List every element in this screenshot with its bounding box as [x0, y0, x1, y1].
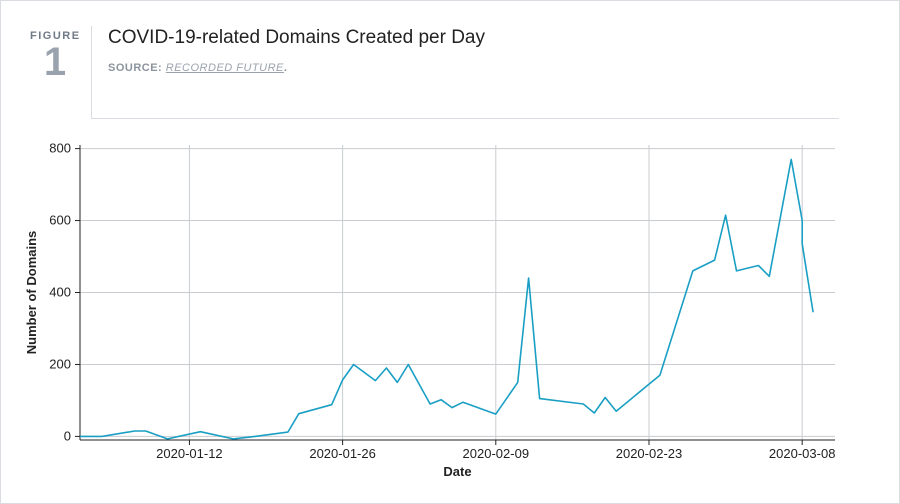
- chart-title: COVID-19-related Domains Created per Day: [108, 27, 485, 48]
- y-axis-label: Number of Domains: [24, 231, 39, 355]
- series-line: [80, 158, 814, 440]
- figure-number: 1: [43, 40, 67, 84]
- y-tick-label: 800: [49, 141, 71, 156]
- source-link[interactable]: RECORDED FUTURE: [165, 62, 284, 74]
- y-tick-label: 400: [49, 285, 71, 300]
- y-tick-labels: 0 200 400 600 800: [49, 141, 71, 444]
- y-tick-label: 200: [49, 356, 71, 371]
- x-axis-label: Date: [443, 464, 471, 479]
- source-suffix: .: [283, 62, 288, 74]
- grid-lines: [80, 145, 835, 440]
- series-group: [80, 158, 814, 440]
- x-tick-label: 2020-02-23: [616, 446, 683, 461]
- source-line: SOURCE: RECORDED FUTURE.: [108, 62, 287, 74]
- x-tick-label: 2020-01-26: [309, 446, 376, 461]
- x-tick-label: 2020-03-08: [769, 446, 836, 461]
- x-tick-labels: 2020-01-12 2020-01-26 2020-02-09 2020-02-23…: [156, 446, 835, 461]
- figure-label: FIGURE: [30, 30, 81, 42]
- axes: [75, 145, 835, 445]
- x-tick-label: 2020-01-12: [156, 446, 223, 461]
- y-tick-label: 600: [49, 213, 71, 228]
- y-tick-label: 0: [64, 428, 71, 443]
- x-tick-label: 2020-02-09: [463, 446, 530, 461]
- source-prefix: SOURCE:: [108, 62, 166, 74]
- header-divider-horizontal: [91, 118, 839, 119]
- header-divider-vertical: [91, 26, 92, 118]
